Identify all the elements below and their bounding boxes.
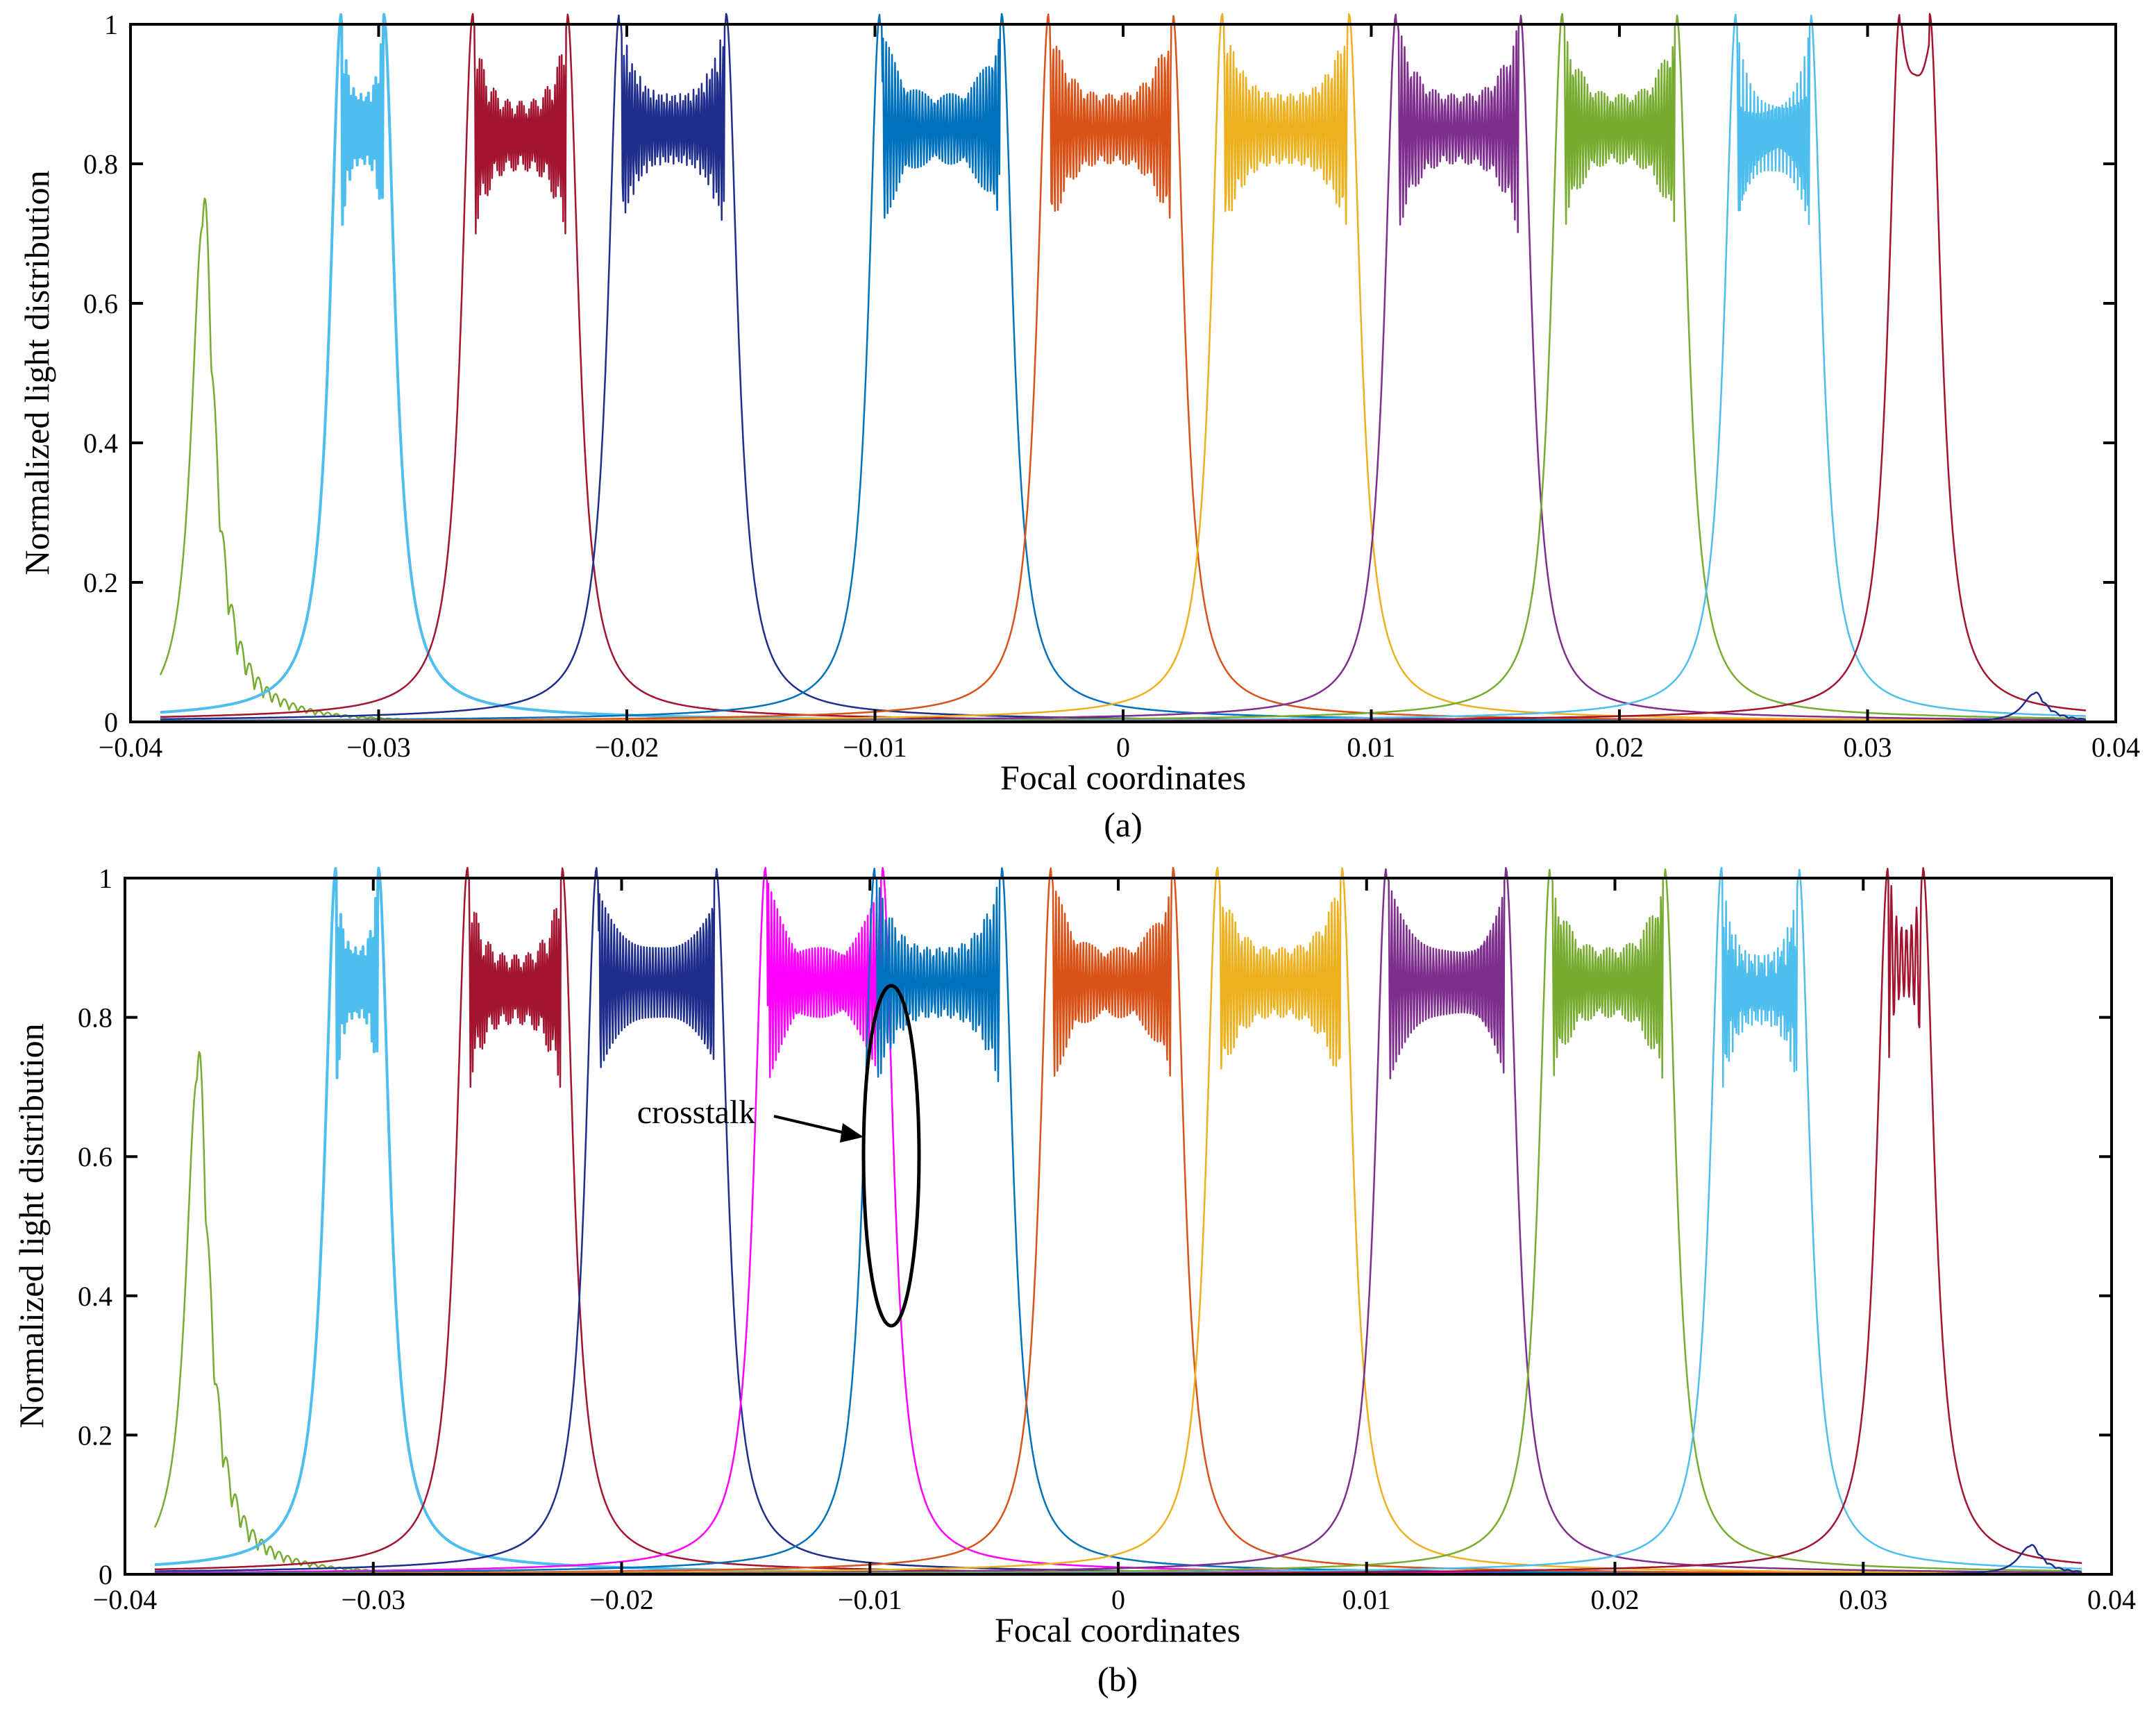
panel-b-x-tick-label: 0.02: [1591, 1584, 1640, 1615]
panel-b-series-channel-9: [154, 866, 2082, 1576]
panel-b-series: [153, 866, 2082, 1576]
panel-a-x-tick-label: 0.03: [1844, 732, 1892, 763]
panel-b-y-tick-label: 0: [99, 1559, 112, 1590]
panel-b-caption: (b): [1097, 1660, 1138, 1699]
panel-a-x-tick-label: −0.01: [843, 732, 907, 763]
panel-a-y-tick-label: 0.4: [83, 428, 118, 459]
panel-a-y-tick-label: 0.6: [83, 288, 118, 319]
panel-a-caption: (a): [1104, 805, 1143, 844]
panel-b: −0.04 −0.03 −0.02 −0.01 0 0.01 0.02 0.03 0.04 0 0.…: [12, 863, 2136, 1699]
panel-a-ticks: −0.04 −0.03 −0.02 −0.01 0 0.01 0.02 0.03 0.04 0 0.…: [83, 9, 2140, 763]
panel-a-x-tick-label: 0.04: [2091, 732, 2140, 763]
crosstalk-arrow-head: [840, 1123, 864, 1143]
panel-b-y-tick-label: 1: [99, 863, 112, 894]
panel-b-x-tick-label: −0.04: [93, 1584, 158, 1615]
panel-b-x-tick-label: −0.01: [838, 1584, 902, 1615]
panel-b-y-axis-label: Normalized light distribution: [12, 1023, 51, 1428]
panel-a-y-tick-label: 0: [104, 707, 118, 738]
panel-a-x-tick-label: −0.04: [99, 732, 163, 763]
panel-a-x-tick-label: −0.02: [595, 732, 659, 763]
panel-b-x-tick-label: 0.04: [2087, 1584, 2136, 1615]
panel-b-x-tick-label: 0.01: [1342, 1584, 1391, 1615]
panel-a-x-tick-label: 0.01: [1347, 732, 1396, 763]
panel-b-ticks: −0.04 −0.03 −0.02 −0.01 0 0.01 0.02 0.03 0.04 0 0.…: [78, 863, 2136, 1615]
panel-a-series: [159, 12, 2087, 723]
panel-a-y-tick-label: 1: [104, 9, 118, 40]
panel-b-y-tick-label: 0.8: [78, 1002, 112, 1034]
panel-b-x-tick-label: −0.02: [589, 1584, 654, 1615]
panel-a: −0.04 −0.03 −0.02 −0.01 0 0.01 0.02 0.03 0.04 0 0.…: [17, 9, 2140, 844]
panel-b-y-tick-label: 0.4: [78, 1281, 112, 1312]
panel-a-x-tick-label: −0.03: [346, 732, 411, 763]
panel-a-x-axis-label: Focal coordinates: [1000, 758, 1246, 797]
panel-b-x-axis-label: Focal coordinates: [995, 1610, 1240, 1649]
panel-b-x-tick-label: −0.03: [341, 1584, 405, 1615]
panel-b-series-edge-peak-left: [153, 1051, 2082, 1576]
crosstalk-ellipse: [861, 984, 921, 1328]
panel-a-series-edge-peak-left: [159, 197, 2087, 723]
panel-a-y-tick-label: 0.2: [83, 567, 118, 598]
panel-b-y-tick-label: 0.6: [78, 1141, 112, 1172]
panel-b-x-tick-label: 0.03: [1839, 1584, 1887, 1615]
crosstalk-annotation: crosstalk: [637, 1094, 756, 1131]
panel-a-x-tick-label: 0: [1116, 732, 1130, 763]
panel-b-y-tick-label: 0.2: [78, 1420, 112, 1451]
panel-a-y-tick-label: 0.8: [83, 149, 118, 180]
panel-b-x-tick-label: 0: [1111, 1584, 1125, 1615]
panel-a-y-axis-label: Normalized light distribution: [17, 170, 56, 575]
panel-a-x-tick-label: 0.02: [1595, 732, 1644, 763]
